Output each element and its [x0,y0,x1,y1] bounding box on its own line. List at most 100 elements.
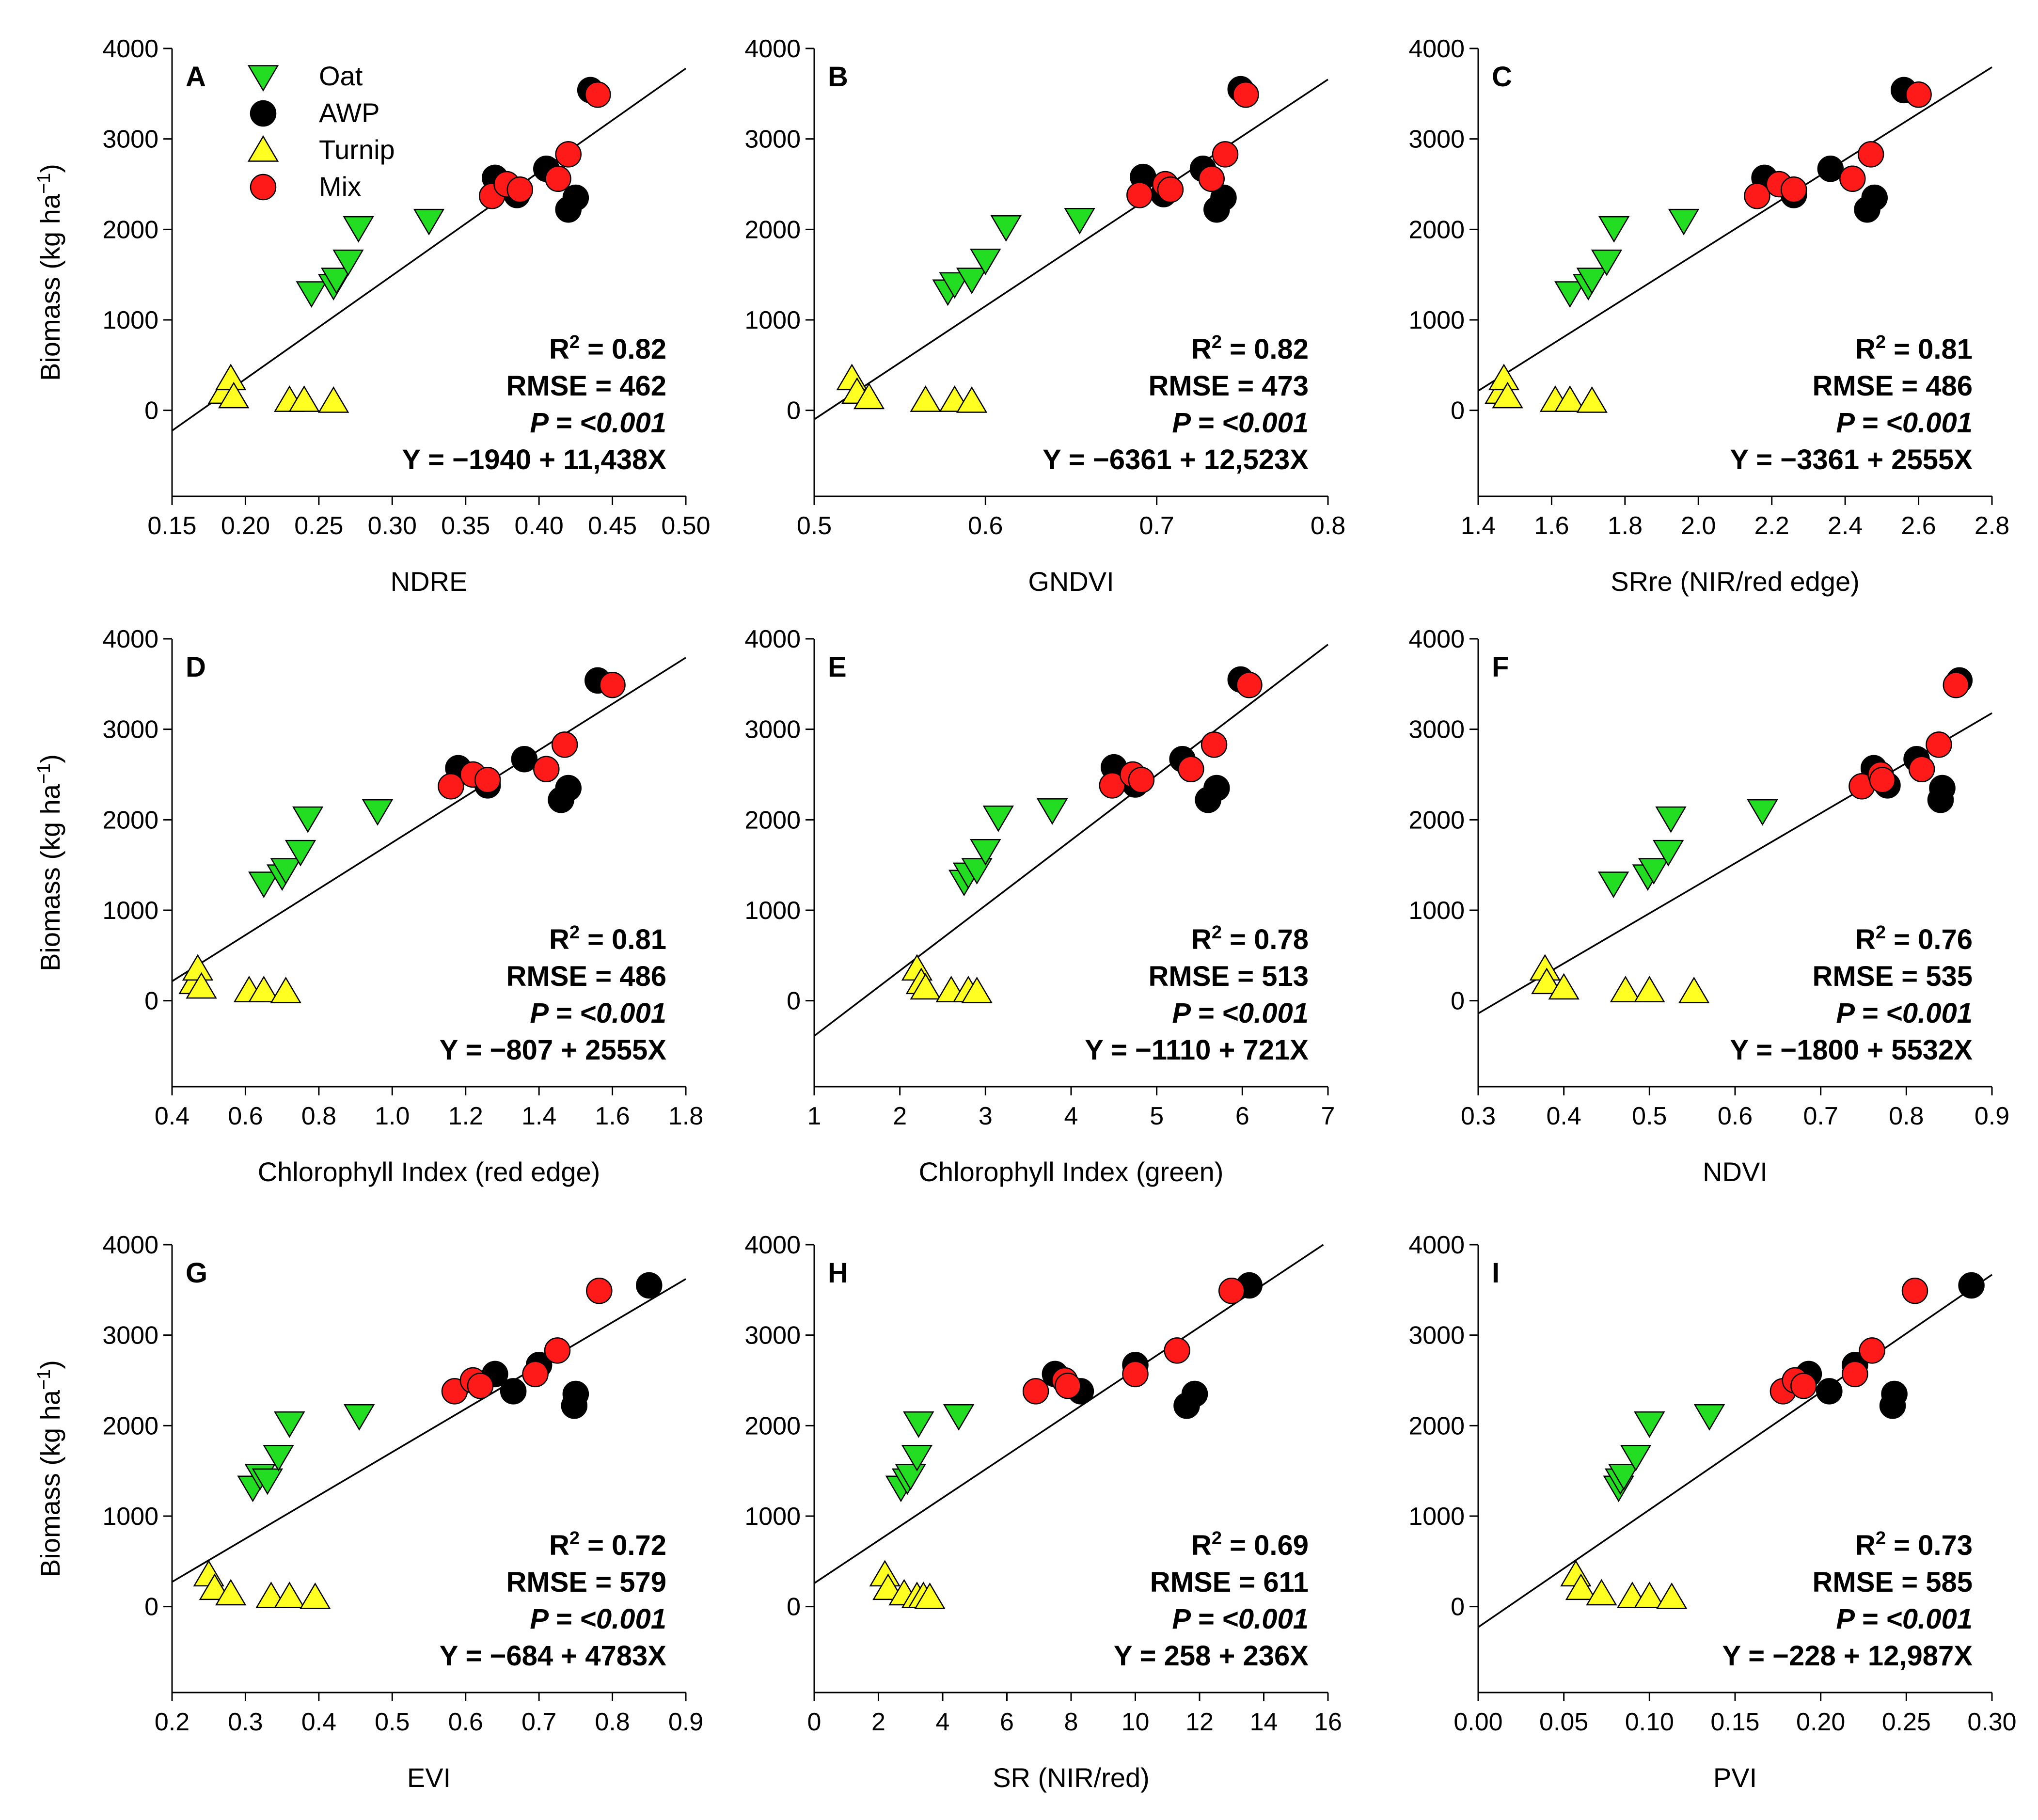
panel-C: 0 1000 2000 3000 4000 1.4 1.6 1.8 2.0 2.2 2.4 2.6 2.… [1408,35,2009,597]
x-tick-label: 0.8 [301,1102,336,1130]
x-tick-label: 0.6 [228,1102,263,1130]
x-tick-label: 0.05 [1539,1708,1588,1736]
point-mix [1212,141,1239,168]
x-tick-label: 6 [1235,1102,1249,1130]
rmse-label: RMSE = 462 [506,370,666,402]
point-mix [1128,766,1155,793]
point-oat [1747,799,1778,826]
x-tick-label: 1.6 [595,1102,630,1130]
x-axis-label: Chlorophyll Index (red edge) [258,1156,600,1187]
y-tick-label: 3000 [1408,716,1465,744]
point-turnip [186,972,217,999]
point-oat [292,806,324,833]
y-tick-label: 1000 [102,897,158,925]
x-tick-label: 0.8 [1311,512,1345,540]
x-tick-label: 0.25 [1882,1708,1931,1736]
regression-line [1478,66,1992,392]
p-value-label: P = <0.001 [1836,407,1973,439]
point-turnip [248,976,280,1002]
rmse-label: RMSE = 513 [1149,961,1309,992]
y-tick-label: 1000 [744,1503,801,1531]
point-mix [1157,176,1184,203]
point-oat [970,839,1001,866]
point-mix [1926,731,1952,758]
rmse-label: RMSE = 486 [506,961,666,992]
equation-label: Y = −1110 + 721X [1085,1034,1309,1066]
y-tick-label: 3000 [744,126,801,154]
y-tick-label: 2000 [102,1412,158,1440]
panel-I: 0 1000 2000 3000 4000 0.00 0.05 0.10 0.15 0.20 0.2… [1408,1231,2016,1793]
equation-label: Y = −6361 + 12,523X [1043,444,1309,475]
point-oat [903,1411,934,1438]
point-oat [1620,1445,1652,1472]
point-oat [943,1404,975,1431]
equation-label: Y = 258 + 236X [1114,1640,1309,1672]
point-mix [474,766,501,793]
panel-B: 0 1000 2000 3000 4000 0.5 0.6 0.7 0.8 GNDVI B R2 = … [744,35,1345,597]
x-tick-label: 6 [1000,1708,1014,1736]
point-mix [1842,1361,1868,1388]
point-mix [1099,772,1126,799]
point-oat [1598,216,1630,243]
point-mix [1908,756,1935,783]
y-tick-label: 1000 [1408,1503,1465,1531]
p-value-label: P = <0.001 [1172,407,1309,439]
point-awp [636,1272,663,1299]
y-tick-label: 0 [1451,397,1465,425]
y-tick-label: 1000 [744,897,801,925]
point-turnip [872,1573,904,1600]
x-axis-label: SR (NIR/red) [993,1762,1150,1793]
x-tick-label: 0.45 [588,512,637,540]
x-tick-label: 0.2 [155,1708,190,1736]
point-turnip [910,385,941,412]
point-mix [533,756,560,783]
x-tick-label: 0.00 [1453,1708,1502,1736]
legend-marker-mix [250,174,277,201]
equation-label: Y = −807 + 2555X [440,1034,667,1066]
point-awp [562,1380,589,1408]
rmse-label: RMSE = 585 [1813,1567,1973,1598]
point-mix [1943,671,1970,698]
point-mix [555,141,582,168]
x-tick-label: 16 [1314,1708,1342,1736]
point-oat [1064,208,1095,235]
legend: Oat AWP Turnip Mix [247,61,395,202]
panel-A: 0 1000 2000 3000 4000 0.15 0.20 0.25 0.30 0.35 0.4… [34,35,711,597]
point-mix [1790,1372,1817,1399]
y-axis-label: Biomass (kg ha−1) [34,1360,65,1577]
y-tick-label: 3000 [1408,126,1465,154]
regression-line [1478,1274,1992,1628]
x-tick-label: 0.50 [661,512,710,540]
x-tick-label: 0.20 [1796,1708,1845,1736]
point-mix [545,165,571,192]
equation-label: Y = −1800 + 5532X [1730,1034,1973,1066]
x-tick-label: 1.6 [1534,512,1569,540]
x-tick-label: 0.5 [375,1708,410,1736]
legend-label-mix: Mix [319,171,361,202]
panel-letter: B [828,61,848,93]
x-tick-label: 1.8 [668,1102,703,1130]
x-tick-label: 0.8 [595,1708,630,1736]
point-oat [961,858,993,885]
equation-label: Y = −1940 + 11,438X [402,444,666,475]
x-tick-label: 0.10 [1625,1708,1674,1736]
x-tick-label: 0.5 [797,512,832,540]
point-mix [1236,671,1263,698]
r-squared-label: R2 = 0.76 [1855,922,1973,955]
point-awp [1861,184,1888,211]
r-squared-label: R2 = 0.69 [1191,1528,1309,1561]
x-tick-label: 0.5 [1632,1102,1667,1130]
y-tick-label: 0 [1451,1593,1465,1621]
point-turnip [1576,386,1608,413]
point-mix [1905,81,1932,108]
point-awp [511,746,538,773]
x-tick-label: 0.25 [294,512,343,540]
r-squared-label: R2 = 0.82 [549,332,666,365]
y-tick-label: 4000 [102,35,158,63]
p-value-label: P = <0.001 [1172,1603,1309,1635]
point-oat [270,858,301,885]
point-mix [1839,165,1866,192]
point-turnip [1656,1583,1688,1609]
x-tick-label: 0.4 [155,1102,190,1130]
regression-line [814,79,1328,420]
